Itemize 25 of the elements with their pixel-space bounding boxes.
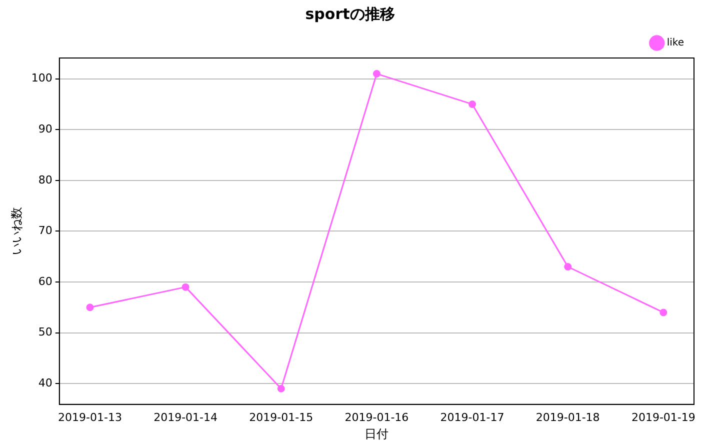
x-tick-label: 2019-01-15	[249, 410, 314, 424]
point	[468, 100, 476, 108]
point	[182, 283, 190, 291]
x-tick-label: 2019-01-18	[536, 410, 600, 424]
point	[564, 263, 572, 271]
y-tick-label: 90	[38, 122, 52, 136]
legend-label: like	[666, 38, 684, 49]
point	[660, 308, 668, 316]
x-tick-label: 2019-01-13	[58, 410, 122, 424]
x-tick-label: 2019-01-14	[154, 410, 218, 424]
x-tick-label: 2019-01-17	[440, 410, 504, 424]
x-tick-label: 2019-01-19	[631, 410, 696, 424]
y-tick-label: 100	[31, 72, 52, 85]
x-axis-title: 日付	[364, 426, 389, 441]
chart-title: sportの推移	[305, 4, 395, 23]
x-tick-label: 2019-01-16	[344, 410, 409, 424]
y-tick-label: 40	[38, 376, 52, 390]
y-tick-label: 80	[38, 173, 52, 186]
point	[86, 304, 94, 312]
y-axis-title: いいね数	[9, 207, 24, 256]
y-tick-label: 50	[38, 326, 52, 339]
y-tick-label: 70	[38, 224, 52, 238]
y-tick-label: 60	[38, 274, 52, 288]
point	[277, 384, 285, 392]
point	[372, 70, 380, 78]
